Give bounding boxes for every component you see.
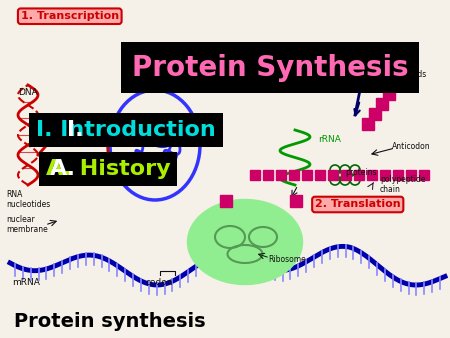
Bar bbox=[302, 170, 312, 180]
Bar bbox=[290, 195, 302, 207]
Bar bbox=[362, 118, 374, 130]
Bar bbox=[419, 170, 429, 180]
Text: Anticodon: Anticodon bbox=[392, 142, 431, 151]
Ellipse shape bbox=[188, 199, 302, 285]
Text: Protein Synthesis: Protein Synthesis bbox=[132, 54, 408, 81]
Text: tRNA: tRNA bbox=[378, 58, 401, 67]
Text: 1. Transcription: 1. Transcription bbox=[21, 11, 119, 21]
Text: Ribosome: Ribosome bbox=[268, 255, 306, 264]
Bar bbox=[393, 170, 403, 180]
Bar bbox=[380, 170, 390, 180]
Text: 2. Translation: 2. Translation bbox=[315, 199, 400, 210]
Bar bbox=[328, 170, 338, 180]
Bar bbox=[376, 98, 388, 110]
Text: codon: codon bbox=[145, 278, 172, 287]
Text: nuclear
membrane: nuclear membrane bbox=[6, 215, 48, 234]
Text: DNA: DNA bbox=[18, 88, 38, 97]
Bar bbox=[406, 170, 416, 180]
Text: A.: A. bbox=[50, 159, 76, 179]
Bar bbox=[354, 170, 364, 180]
Text: Protein synthesis: Protein synthesis bbox=[14, 312, 206, 331]
Text: rRNA: rRNA bbox=[318, 135, 341, 144]
Text: polypeptide
chain: polypeptide chain bbox=[380, 175, 426, 194]
Bar bbox=[383, 88, 395, 100]
Text: A. History: A. History bbox=[46, 159, 170, 179]
Text: I. Introduction: I. Introduction bbox=[36, 120, 216, 140]
Bar bbox=[315, 170, 325, 180]
Bar bbox=[390, 78, 402, 90]
Text: amino acids: amino acids bbox=[380, 70, 426, 79]
Bar bbox=[220, 195, 232, 207]
Text: I.: I. bbox=[67, 120, 83, 140]
Text: RNA
nucleotides: RNA nucleotides bbox=[6, 190, 50, 210]
Text: mRNA: mRNA bbox=[12, 278, 40, 287]
Bar bbox=[289, 170, 299, 180]
Bar bbox=[341, 170, 351, 180]
Bar bbox=[250, 170, 260, 180]
Bar bbox=[367, 170, 377, 180]
Bar bbox=[369, 108, 381, 120]
Text: proteins: proteins bbox=[345, 168, 377, 177]
Bar bbox=[263, 170, 273, 180]
Bar bbox=[276, 170, 286, 180]
